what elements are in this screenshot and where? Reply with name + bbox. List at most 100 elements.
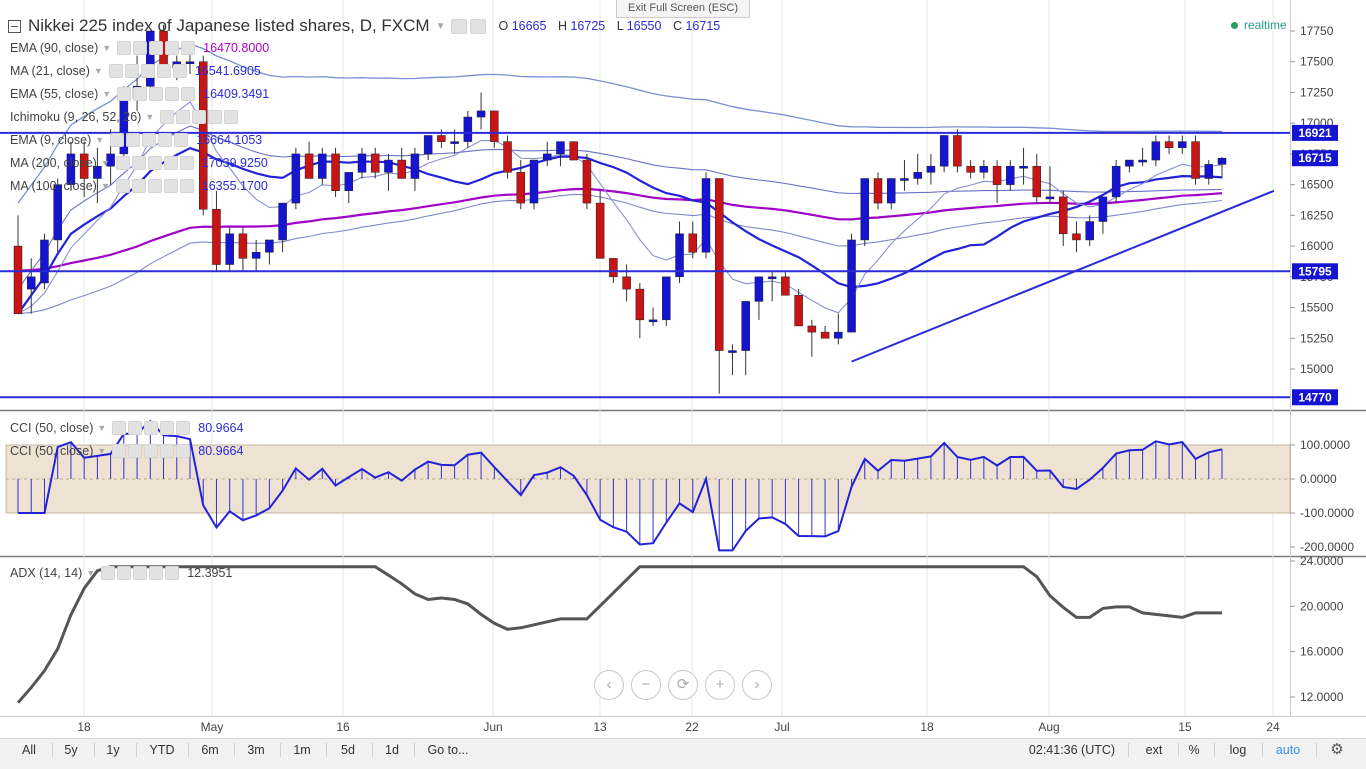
add-icon[interactable] (156, 64, 171, 78)
indicator-name[interactable]: EMA (90, close) (10, 41, 99, 55)
add-icon[interactable] (160, 421, 175, 435)
chevron-down-icon[interactable]: ▼ (97, 446, 107, 456)
add-icon[interactable] (163, 179, 178, 193)
chevron-down-icon[interactable]: ▼ (100, 181, 110, 191)
close-icon[interactable] (165, 566, 180, 580)
ext-button[interactable]: ext (1145, 743, 1163, 757)
cci-legend-0[interactable]: CCI (50, close) ▼ 80.9664 (10, 421, 243, 435)
chevron-down-icon[interactable]: ▼ (102, 43, 112, 53)
percent-button[interactable]: % (1188, 743, 1200, 757)
settings-icon[interactable] (117, 566, 132, 580)
eye-icon[interactable] (101, 566, 116, 580)
close-icon[interactable] (172, 64, 187, 78)
eye-icon[interactable] (117, 41, 132, 55)
indicator-name[interactable]: MA (200, close) (10, 156, 97, 170)
source-icon[interactable] (144, 421, 159, 435)
zoom-in-button[interactable]: + (705, 670, 735, 700)
settings-icon[interactable] (470, 18, 487, 34)
chevron-down-icon[interactable]: ▼ (435, 20, 446, 32)
indicator-name[interactable]: MA (21, close) (10, 64, 90, 78)
symbol-title[interactable]: Nikkei 225 index of Japanese listed shar… (28, 16, 430, 35)
indicator-legend-5[interactable]: MA (200, close) ▼ 17039.9250 (10, 156, 268, 170)
indicator-legend-6[interactable]: MA (100, close) ▼ 16355.1700 (10, 179, 268, 193)
gear-icon[interactable]: ⚙ (1330, 741, 1344, 758)
chevron-down-icon[interactable]: ▼ (86, 568, 96, 578)
settings-icon[interactable] (133, 41, 148, 55)
settings-icon[interactable] (124, 64, 139, 78)
indicator-name[interactable]: Ichimoku (9, 26, 52, 26) (10, 110, 142, 124)
source-icon[interactable] (192, 110, 207, 124)
source-icon[interactable] (149, 87, 164, 101)
indicator-name[interactable]: EMA (9, close) (10, 133, 92, 147)
eye-icon[interactable] (451, 18, 468, 34)
eye-icon[interactable] (160, 110, 175, 124)
zoom-out-button[interactable]: − (631, 670, 661, 700)
add-icon[interactable] (149, 566, 164, 580)
indicator-legend-1[interactable]: MA (21, close) ▼ 16541.6905 (10, 64, 261, 78)
range-1d-button[interactable]: 1d (385, 743, 399, 757)
settings-icon[interactable] (128, 421, 143, 435)
indicator-name[interactable]: EMA (55, close) (10, 87, 99, 101)
range-3m-button[interactable]: 3m (247, 743, 265, 757)
source-icon[interactable] (147, 179, 162, 193)
source-icon[interactable] (147, 156, 162, 170)
settings-icon[interactable] (133, 87, 148, 101)
indicator-legend-4[interactable]: EMA (9, close) ▼ 16664.1053 (10, 133, 262, 147)
eye-icon[interactable] (112, 444, 127, 458)
close-icon[interactable] (176, 444, 191, 458)
indicator-legend-0[interactable]: EMA (90, close) ▼ 16470.8000 (10, 41, 269, 55)
close-icon[interactable] (179, 156, 194, 170)
source-icon[interactable] (144, 444, 159, 458)
collapse-icon[interactable] (8, 19, 21, 33)
settings-icon[interactable] (131, 156, 146, 170)
eye-icon[interactable] (112, 421, 127, 435)
close-icon[interactable] (224, 110, 239, 124)
close-icon[interactable] (181, 87, 196, 101)
range-all-button[interactable]: All (22, 743, 36, 757)
add-icon[interactable] (160, 444, 175, 458)
eye-icon[interactable] (110, 133, 125, 147)
range-5d-button[interactable]: 5d (341, 743, 355, 757)
settings-icon[interactable] (131, 179, 146, 193)
range-1m-button[interactable]: 1m (293, 743, 311, 757)
scroll-right-button[interactable]: › (742, 670, 772, 700)
range-1y-button[interactable]: 1y (106, 743, 120, 757)
indicator-name[interactable]: CCI (50, close) (10, 444, 94, 458)
chevron-down-icon[interactable]: ▼ (145, 112, 155, 122)
eye-icon[interactable] (115, 179, 130, 193)
close-icon[interactable] (179, 179, 194, 193)
close-icon[interactable] (176, 421, 191, 435)
add-icon[interactable] (165, 87, 180, 101)
settings-icon[interactable] (176, 110, 191, 124)
log-button[interactable]: log (1229, 743, 1247, 757)
indicator-legend-3[interactable]: Ichimoku (9, 26, 52, 26) ▼ (10, 110, 246, 124)
close-icon[interactable] (181, 41, 196, 55)
exit-fullscreen-button[interactable]: Exit Full Screen (ESC) (616, 0, 750, 18)
indicator-name[interactable]: ADX (14, 14) (10, 566, 83, 580)
source-icon[interactable] (133, 566, 148, 580)
auto-button[interactable]: auto (1275, 743, 1301, 757)
add-icon[interactable] (208, 110, 223, 124)
settings-icon[interactable] (126, 133, 141, 147)
chevron-down-icon[interactable]: ▼ (100, 158, 110, 168)
indicator-name[interactable]: CCI (50, close) (10, 421, 94, 435)
indicator-name[interactable]: MA (100, close) (10, 179, 97, 193)
add-icon[interactable] (163, 156, 178, 170)
source-icon[interactable] (149, 41, 164, 55)
chevron-down-icon[interactable]: ▼ (97, 423, 107, 433)
eye-icon[interactable] (108, 64, 123, 78)
chevron-down-icon[interactable]: ▼ (102, 89, 112, 99)
chart-canvas[interactable]: 18 May 16 Jun 13 22 Jul 18 Aug 15 24 17750 17500 1725… (0, 0, 1366, 738)
add-icon[interactable] (158, 133, 173, 147)
range-5y-button[interactable]: 5y (64, 743, 78, 757)
adx-legend[interactable]: ADX (14, 14) ▼ 12.3951 (10, 566, 232, 580)
indicator-legend-2[interactable]: EMA (55, close) ▼ 16409.3491 (10, 87, 269, 101)
range-ytd-button[interactable]: YTD (149, 743, 175, 757)
reset-button[interactable]: ⟳ (668, 670, 698, 700)
chevron-down-icon[interactable]: ▼ (93, 66, 103, 76)
add-icon[interactable] (165, 41, 180, 55)
source-icon[interactable] (140, 64, 155, 78)
source-icon[interactable] (142, 133, 157, 147)
cci-legend-1[interactable]: CCI (50, close) ▼ 80.9664 (10, 444, 243, 458)
eye-icon[interactable] (117, 87, 132, 101)
